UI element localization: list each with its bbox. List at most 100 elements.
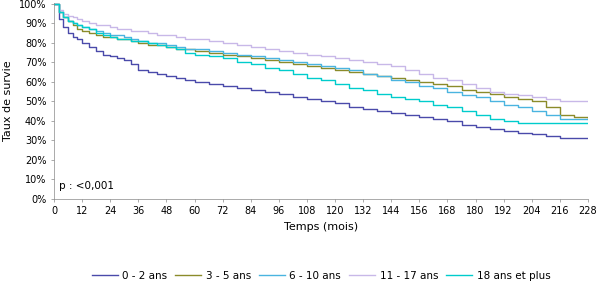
3 - 5 ans bbox=[172, 47, 179, 50]
3 - 5 ans bbox=[486, 92, 493, 95]
18 ans et plus bbox=[154, 43, 161, 47]
3 - 5 ans bbox=[416, 80, 423, 83]
18 ans et plus bbox=[55, 10, 62, 13]
3 - 5 ans bbox=[289, 62, 296, 66]
0 - 2 ans bbox=[486, 127, 493, 130]
0 - 2 ans bbox=[64, 31, 71, 35]
3 - 5 ans bbox=[346, 70, 353, 74]
6 - 10 ans bbox=[135, 39, 142, 43]
18 ans et plus bbox=[172, 47, 179, 50]
0 - 2 ans bbox=[472, 125, 479, 128]
0 - 2 ans bbox=[542, 135, 550, 138]
18 ans et plus bbox=[79, 26, 86, 29]
18 ans et plus bbox=[100, 33, 107, 37]
11 - 17 ans bbox=[113, 28, 121, 31]
0 - 2 ans bbox=[402, 113, 409, 117]
6 - 10 ans bbox=[444, 90, 451, 93]
6 - 10 ans bbox=[500, 103, 507, 107]
Line: 3 - 5 ans: 3 - 5 ans bbox=[54, 4, 588, 119]
18 ans et plus bbox=[486, 117, 493, 121]
3 - 5 ans bbox=[247, 57, 254, 60]
3 - 5 ans bbox=[444, 84, 451, 87]
6 - 10 ans bbox=[261, 57, 268, 60]
3 - 5 ans bbox=[74, 28, 81, 31]
11 - 17 ans bbox=[486, 90, 493, 93]
6 - 10 ans bbox=[121, 35, 128, 39]
6 - 10 ans bbox=[219, 51, 226, 54]
X-axis label: Temps (mois): Temps (mois) bbox=[284, 222, 358, 232]
Text: p : <0,001: p : <0,001 bbox=[59, 181, 115, 191]
0 - 2 ans bbox=[374, 109, 381, 113]
0 - 2 ans bbox=[346, 105, 353, 109]
11 - 17 ans bbox=[233, 43, 240, 47]
18 ans et plus bbox=[472, 113, 479, 117]
6 - 10 ans bbox=[60, 16, 67, 19]
0 - 2 ans bbox=[128, 62, 135, 66]
3 - 5 ans bbox=[79, 30, 86, 33]
0 - 2 ans bbox=[107, 55, 114, 58]
0 - 2 ans bbox=[121, 59, 128, 62]
3 - 5 ans bbox=[388, 76, 395, 80]
0 - 2 ans bbox=[388, 111, 395, 115]
18 ans et plus bbox=[458, 109, 465, 113]
3 - 5 ans bbox=[584, 117, 592, 121]
18 ans et plus bbox=[275, 68, 283, 72]
0 - 2 ans bbox=[113, 57, 121, 60]
11 - 17 ans bbox=[79, 20, 86, 23]
11 - 17 ans bbox=[55, 8, 62, 11]
0 - 2 ans bbox=[233, 86, 240, 89]
6 - 10 ans bbox=[402, 80, 409, 83]
3 - 5 ans bbox=[233, 55, 240, 58]
3 - 5 ans bbox=[528, 100, 535, 103]
0 - 2 ans bbox=[331, 102, 338, 105]
3 - 5 ans bbox=[374, 74, 381, 78]
11 - 17 ans bbox=[374, 62, 381, 66]
3 - 5 ans bbox=[86, 31, 93, 35]
0 - 2 ans bbox=[55, 18, 62, 21]
3 - 5 ans bbox=[121, 37, 128, 41]
0 - 2 ans bbox=[430, 117, 437, 121]
0 - 2 ans bbox=[584, 137, 592, 140]
3 - 5 ans bbox=[317, 66, 325, 70]
18 ans et plus bbox=[135, 39, 142, 43]
0 - 2 ans bbox=[135, 68, 142, 72]
0 - 2 ans bbox=[317, 100, 325, 103]
11 - 17 ans bbox=[144, 31, 151, 35]
11 - 17 ans bbox=[135, 30, 142, 33]
0 - 2 ans bbox=[219, 84, 226, 87]
18 ans et plus bbox=[416, 100, 423, 103]
11 - 17 ans bbox=[100, 24, 107, 27]
18 ans et plus bbox=[388, 96, 395, 99]
3 - 5 ans bbox=[64, 20, 71, 23]
11 - 17 ans bbox=[304, 53, 311, 56]
3 - 5 ans bbox=[107, 35, 114, 39]
6 - 10 ans bbox=[144, 41, 151, 45]
0 - 2 ans bbox=[528, 133, 535, 136]
18 ans et plus bbox=[571, 121, 578, 124]
11 - 17 ans bbox=[514, 94, 521, 97]
6 - 10 ans bbox=[317, 64, 325, 68]
6 - 10 ans bbox=[113, 33, 121, 37]
3 - 5 ans bbox=[182, 47, 189, 50]
0 - 2 ans bbox=[514, 131, 521, 134]
0 - 2 ans bbox=[60, 26, 67, 29]
11 - 17 ans bbox=[458, 82, 465, 85]
11 - 17 ans bbox=[444, 78, 451, 82]
0 - 2 ans bbox=[205, 82, 212, 85]
18 ans et plus bbox=[528, 121, 535, 124]
11 - 17 ans bbox=[402, 68, 409, 72]
0 - 2 ans bbox=[154, 72, 161, 76]
6 - 10 ans bbox=[346, 68, 353, 72]
11 - 17 ans bbox=[154, 33, 161, 37]
6 - 10 ans bbox=[100, 31, 107, 35]
11 - 17 ans bbox=[275, 49, 283, 52]
11 - 17 ans bbox=[205, 39, 212, 43]
3 - 5 ans bbox=[55, 10, 62, 13]
18 ans et plus bbox=[182, 51, 189, 54]
0 - 2 ans bbox=[182, 78, 189, 82]
3 - 5 ans bbox=[205, 51, 212, 54]
18 ans et plus bbox=[205, 55, 212, 58]
11 - 17 ans bbox=[128, 30, 135, 33]
0 - 2 ans bbox=[163, 74, 170, 78]
18 ans et plus bbox=[128, 39, 135, 43]
